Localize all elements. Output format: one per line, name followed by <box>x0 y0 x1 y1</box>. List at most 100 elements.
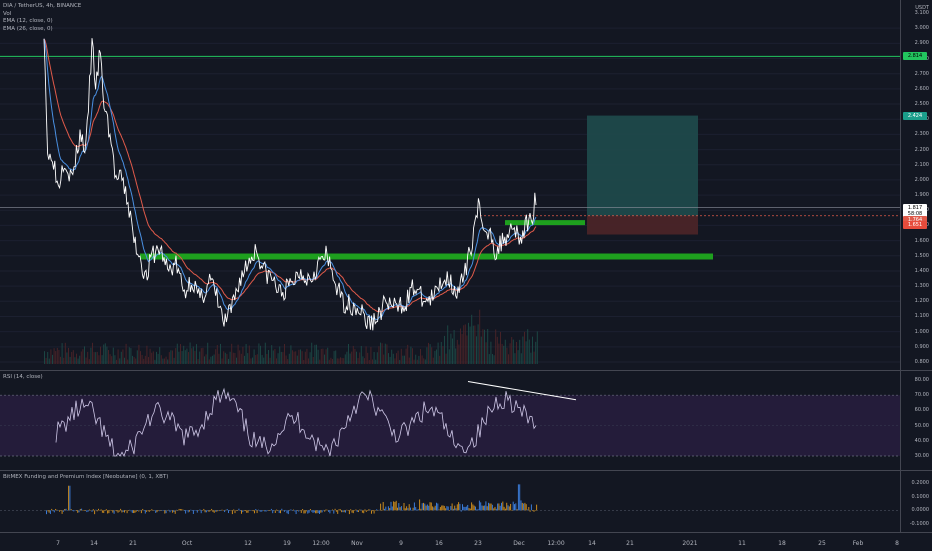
funding-bar <box>363 510 365 514</box>
volume-bar <box>52 354 53 364</box>
funding-bar <box>101 510 103 513</box>
volume-bar <box>229 351 231 364</box>
price-axis-label: 1.600 <box>914 237 929 244</box>
funding-bar <box>259 510 261 512</box>
funding-bar <box>126 510 128 514</box>
funding-bar <box>260 510 262 512</box>
funding-bar <box>452 508 454 511</box>
funding-bar <box>164 510 166 514</box>
funding-bar <box>247 510 249 513</box>
price-chart-canvas[interactable] <box>0 0 900 370</box>
volume-bar <box>231 343 233 364</box>
volume-bar <box>244 355 245 364</box>
price-axis-label: 1.100 <box>914 313 929 320</box>
rsi-canvas[interactable] <box>0 371 900 470</box>
volume-bar <box>263 357 265 364</box>
volume-bar <box>324 354 325 364</box>
volume-bar <box>191 348 193 364</box>
volume-bar <box>72 350 74 364</box>
funding-bar <box>187 510 189 513</box>
funding-bar <box>439 507 441 511</box>
volume-bar <box>122 349 124 364</box>
rsi-label[interactable]: RSI (14, close) <box>3 374 43 380</box>
volume-bar <box>287 359 289 364</box>
funding-bar <box>191 510 193 511</box>
volume-bar <box>389 356 391 364</box>
volume-bar <box>149 348 151 364</box>
ema26-indicator-label[interactable]: EMA (26, close, 0) <box>3 25 53 32</box>
vol-indicator-label[interactable]: Vol <box>3 10 12 17</box>
time-axis-label: 7 <box>56 540 60 547</box>
volume-bar <box>87 351 89 364</box>
funding-bar <box>139 509 141 511</box>
funding-bar <box>352 510 354 514</box>
funding-bar <box>99 510 101 511</box>
funding-bar <box>113 510 115 514</box>
volume-bar <box>407 344 409 364</box>
funding-bar <box>181 509 183 511</box>
symbol-title[interactable]: DIA / TetherUS, 4h, BINANCE <box>3 3 82 9</box>
volume-bar <box>359 352 361 364</box>
volume-bar <box>312 356 314 364</box>
volume-bar <box>298 349 300 364</box>
rsi-pane[interactable]: RSI (14, close) <box>0 371 900 470</box>
funding-bar <box>325 509 327 511</box>
funding-pane[interactable]: BitMEX Funding and Premium Index [Neobut… <box>0 471 900 532</box>
volume-bar <box>66 352 68 364</box>
time-axis[interactable]: 7 14 21 Oct 12 19 12:00 Nov 9 16 23 Dec 12:00 14 21 202… <box>0 532 932 551</box>
funding-bar <box>380 503 382 511</box>
funding-bar <box>88 509 90 511</box>
stop-zone <box>587 215 698 235</box>
volume-bar <box>157 353 159 364</box>
volume-bar <box>458 344 460 364</box>
funding-bar <box>387 506 389 511</box>
volume-bar <box>452 338 453 364</box>
funding-bar <box>111 510 112 511</box>
price-chart-pane[interactable]: DIA / TetherUS, 4h, BINANCE Vol EMA (12,… <box>0 0 900 370</box>
volume-bar <box>349 353 351 364</box>
funding-canvas[interactable] <box>0 471 900 532</box>
volume-bar <box>333 351 335 364</box>
funding-bar <box>124 510 125 513</box>
funding-bar <box>90 510 92 511</box>
funding-bar <box>395 500 397 511</box>
volume-bar <box>424 359 426 364</box>
volume-bar <box>280 351 282 364</box>
funding-bar <box>105 509 107 511</box>
funding-axis[interactable]: 0.2000 0.1000 0.0000 -0.1000 <box>900 471 932 532</box>
funding-bar <box>150 510 151 511</box>
volume-bar <box>148 357 149 364</box>
funding-bar <box>416 509 418 511</box>
funding-bar <box>100 509 102 511</box>
funding-bar <box>490 503 492 511</box>
volume-bar <box>226 354 228 364</box>
rsi-axis[interactable]: 80.00 70.00 60.00 50.00 40.00 30.00 <box>900 371 932 470</box>
volume-bar <box>56 347 58 364</box>
pane-separator[interactable] <box>0 370 932 371</box>
volume-bar <box>468 322 469 364</box>
funding-bar <box>263 510 265 511</box>
volume-bar <box>488 354 490 364</box>
volume-bar <box>88 359 90 364</box>
funding-bar <box>399 507 401 511</box>
funding-bar <box>521 502 523 511</box>
funding-bar <box>517 484 519 511</box>
pane-separator[interactable] <box>0 470 932 471</box>
funding-bar <box>117 510 119 513</box>
time-axis-label: 8 <box>895 540 899 547</box>
volume-bar <box>271 345 273 364</box>
volume-bar <box>380 342 381 364</box>
volume-bar <box>456 339 458 364</box>
funding-bar <box>408 504 410 511</box>
volume-bar <box>519 339 521 364</box>
funding-bar <box>355 509 357 511</box>
funding-bar <box>360 509 362 511</box>
volume-bar <box>348 343 349 364</box>
volume-bar <box>421 355 423 364</box>
funding-label[interactable]: BitMEX Funding and Premium Index [Neobut… <box>3 474 169 480</box>
volume-bar <box>445 353 447 364</box>
volume-bar <box>528 339 530 364</box>
volume-bar <box>232 352 234 364</box>
ema12-indicator-label[interactable]: EMA (12, close, 0) <box>3 18 53 24</box>
funding-bar <box>233 509 235 511</box>
